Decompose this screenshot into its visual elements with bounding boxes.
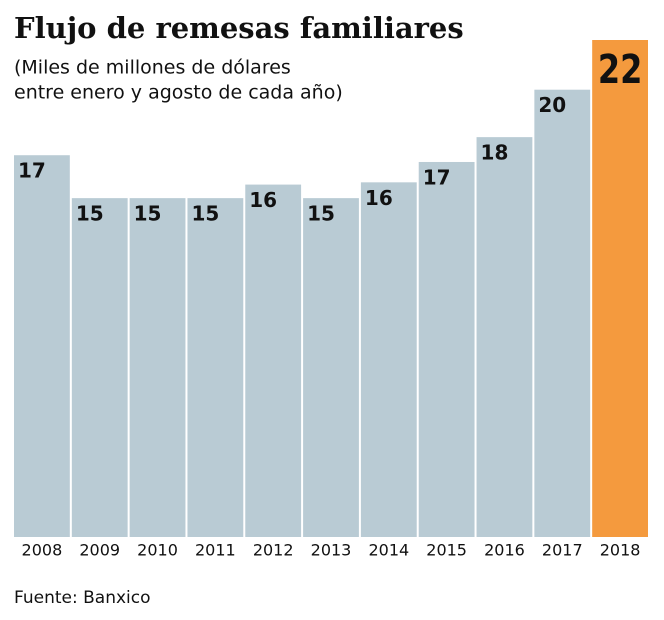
x-tick-label: 2012 [253, 541, 294, 560]
value-label: 15 [307, 202, 335, 226]
subtitle: (Miles de millones de dólares [14, 57, 291, 79]
x-tick-label: 2015 [426, 541, 467, 560]
x-tick-label: 2016 [484, 541, 525, 560]
x-tick-label: 2011 [195, 541, 236, 560]
subtitle: entre enero y agosto de cada año) [14, 82, 343, 104]
value-label: 17 [423, 165, 451, 189]
value-label: 16 [365, 186, 393, 210]
x-tick-label: 2009 [79, 541, 120, 560]
x-tick-label: 2010 [137, 541, 178, 560]
bar [129, 198, 186, 538]
value-label: 15 [191, 202, 219, 226]
bar [14, 155, 70, 538]
value-label: 15 [76, 202, 104, 226]
bar [71, 198, 128, 538]
x-tick-label: 2014 [368, 541, 409, 560]
bar [418, 161, 475, 537]
bar [187, 198, 244, 538]
value-label: 18 [481, 141, 509, 165]
x-tick-label: 2013 [311, 541, 352, 560]
value-label: 15 [134, 202, 162, 226]
bar [245, 184, 302, 537]
bar [360, 182, 417, 537]
x-tick-label: 2017 [542, 541, 583, 560]
value-label: 20 [538, 93, 566, 117]
source: Fuente: Banxico [14, 588, 151, 608]
bar [592, 40, 648, 537]
bar [476, 137, 533, 537]
x-tick-label: 2018 [600, 541, 641, 560]
x-tick-label: 2008 [22, 541, 63, 560]
value-label: 16 [249, 188, 277, 212]
chart-title: Flujo de remesas familiares [14, 11, 464, 45]
bar [303, 198, 359, 538]
value-label: 17 [18, 159, 46, 183]
bar [534, 89, 591, 537]
value-label: 22 [598, 45, 643, 92]
